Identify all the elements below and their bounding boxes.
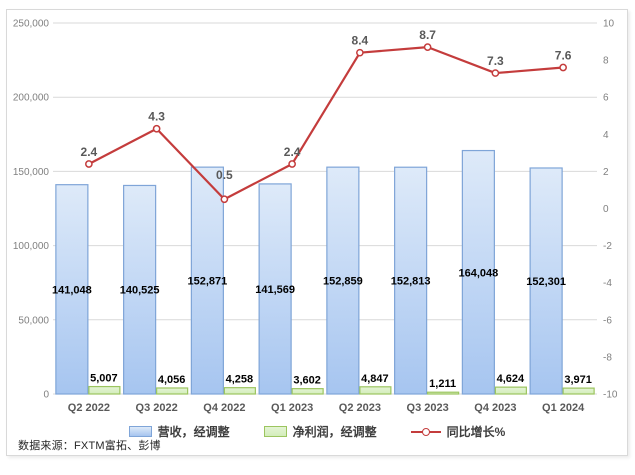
growth-swatch-icon xyxy=(410,426,441,437)
revenue-swatch-icon xyxy=(128,426,152,437)
growth-label: 0.5 xyxy=(216,168,233,182)
right-axis-tick: 10 xyxy=(603,19,615,30)
legend-label-growth: 同比增长% xyxy=(446,425,506,439)
revenue-bar xyxy=(190,166,224,395)
growth-marker xyxy=(491,69,500,77)
revenue-bar xyxy=(55,184,89,395)
source-note: 数据来源：FXTM富拓、彭博 xyxy=(18,440,161,452)
profit-bar-label: 4,056 xyxy=(158,374,186,386)
profit-bar-label: 3,971 xyxy=(564,374,592,386)
growth-label: 8.7 xyxy=(419,28,436,42)
revenue-bar-label: 152,301 xyxy=(526,276,566,288)
left-axis-tick: 200,000 xyxy=(13,93,50,104)
left-axis-tick: 250,000 xyxy=(13,19,50,30)
revenue-bar xyxy=(461,149,495,395)
growth-marker xyxy=(288,160,296,168)
growth-marker xyxy=(356,48,364,57)
category-label: Q3 2023 xyxy=(407,402,449,414)
revenue-bar xyxy=(326,166,360,395)
left-axis-tick: 150,000 xyxy=(13,167,50,178)
legend-item-revenue: 营收，经调整 xyxy=(128,423,230,440)
profit-bar-label: 5,007 xyxy=(90,373,118,385)
right-axis-tick: -10 xyxy=(603,390,618,401)
profit-bar xyxy=(562,387,595,395)
chart-legend: 营收，经调整 净利润，经调整 同比增长% xyxy=(7,423,627,440)
revenue-bar-label: 164,048 xyxy=(458,267,498,279)
profit-bar-label: 1,211 xyxy=(429,378,456,390)
right-axis-tick: -6 xyxy=(603,315,612,326)
right-axis-tick: 4 xyxy=(603,130,609,141)
profit-bar xyxy=(359,386,392,395)
revenue-bar xyxy=(529,167,563,395)
category-label: Q1 2024 xyxy=(542,402,585,414)
profit-bar-label: 4,258 xyxy=(226,374,254,386)
left-axis-tick: 0 xyxy=(43,390,49,401)
category-label: Q3 2022 xyxy=(136,402,178,414)
growth-marker xyxy=(85,160,93,168)
revenue-bar xyxy=(258,183,292,395)
growth-marker xyxy=(152,124,161,133)
growth-label: 7.3 xyxy=(487,54,504,68)
profit-swatch-icon xyxy=(263,426,287,437)
legend-item-profit: 净利润，经调整 xyxy=(263,423,377,440)
growth-marker xyxy=(220,195,229,204)
profit-bar-label: 3,602 xyxy=(293,375,321,387)
right-axis-tick: 2 xyxy=(603,167,609,178)
profit-bar xyxy=(494,386,527,395)
left-axis-tick: 50,000 xyxy=(18,315,49,326)
growth-label: 2.4 xyxy=(81,145,98,159)
growth-label: 4.3 xyxy=(148,110,165,124)
revenue-bar xyxy=(394,166,428,395)
category-label: Q4 2023 xyxy=(474,402,516,414)
profit-bar xyxy=(291,388,324,395)
growth-line xyxy=(88,46,564,201)
revenue-bar-label: 141,569 xyxy=(255,284,295,296)
legend-label-profit: 净利润，经调整 xyxy=(292,425,377,439)
profit-bar xyxy=(223,387,256,395)
revenue-bar-label: 141,048 xyxy=(52,284,92,296)
legend-label-revenue: 营收，经调整 xyxy=(157,425,230,439)
category-label: Q4 2022 xyxy=(203,402,245,414)
category-label: Q2 2022 xyxy=(68,402,110,414)
revenue-bar-label: 140,525 xyxy=(120,285,160,297)
category-label: Q2 2023 xyxy=(339,402,381,414)
profit-bar xyxy=(427,391,460,395)
profit-bar-label: 4,624 xyxy=(497,373,525,385)
growth-marker-icon xyxy=(421,427,430,436)
growth-label: 8.4 xyxy=(352,34,369,48)
revenue-bar-label: 152,871 xyxy=(187,276,227,288)
right-axis-tick: -4 xyxy=(603,278,612,289)
revenue-bar xyxy=(123,184,157,395)
chart-frame: 0 50,000 100,000 150,000 200,000 250,000 -10 -8… xyxy=(6,9,628,456)
right-axis-tick: -2 xyxy=(603,241,612,252)
growth-marker xyxy=(423,43,432,51)
revenue-bar-label: 152,859 xyxy=(323,276,363,288)
growth-label: 2.4 xyxy=(284,145,301,159)
profit-bar xyxy=(88,385,121,395)
profit-bar-label: 4,847 xyxy=(361,373,389,385)
combo-chart-plot: 0 50,000 100,000 150,000 200,000 250,000 -10 -8… xyxy=(13,19,618,415)
profit-bar xyxy=(156,387,189,395)
left-axis-tick: 100,000 xyxy=(13,241,50,252)
legend-item-growth: 同比增长% xyxy=(410,423,506,440)
right-axis-tick: 0 xyxy=(603,204,609,215)
revenue-bar-label: 152,813 xyxy=(391,276,431,288)
right-axis-tick: -8 xyxy=(603,352,612,363)
right-axis-tick: 6 xyxy=(603,93,609,104)
growth-label: 7.6 xyxy=(555,49,572,63)
growth-marker xyxy=(559,63,567,72)
right-axis-tick: 8 xyxy=(603,56,609,67)
category-label: Q1 2023 xyxy=(271,402,313,414)
